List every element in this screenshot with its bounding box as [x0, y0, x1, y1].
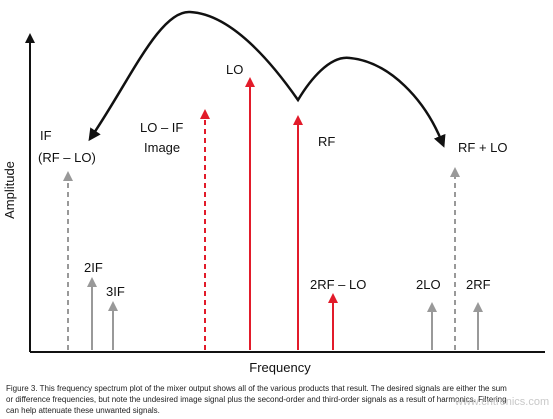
y-axis-label: Amplitude [2, 161, 17, 219]
signal-label: 3IF [106, 284, 125, 299]
signal-label: Image [144, 140, 180, 155]
x-axis-label: Frequency [249, 360, 311, 375]
signal-label: 2IF [84, 260, 103, 275]
caption-line: can help attenuate these unwanted signal… [6, 406, 160, 415]
signal-label: RF + LO [458, 140, 508, 155]
signal-label: 2LO [416, 277, 441, 292]
caption-line: or difference frequencies, but note the … [6, 395, 507, 404]
signal-label: LO [226, 62, 243, 77]
caption-line: Figure 3. This frequency spectrum plot o… [6, 384, 507, 393]
signal-label: IF [40, 128, 52, 143]
signal-label: 2RF – LO [310, 277, 366, 292]
watermark: www.cntronics.com [454, 396, 549, 408]
axes [25, 33, 545, 353]
signal-label: LO – IF [140, 120, 183, 135]
signal-label: RF [318, 134, 335, 149]
signal-label: 2RF [466, 277, 491, 292]
signal-arrows [63, 77, 483, 350]
mixing-curve [88, 10, 446, 148]
signal-label: (RF – LO) [38, 150, 96, 165]
